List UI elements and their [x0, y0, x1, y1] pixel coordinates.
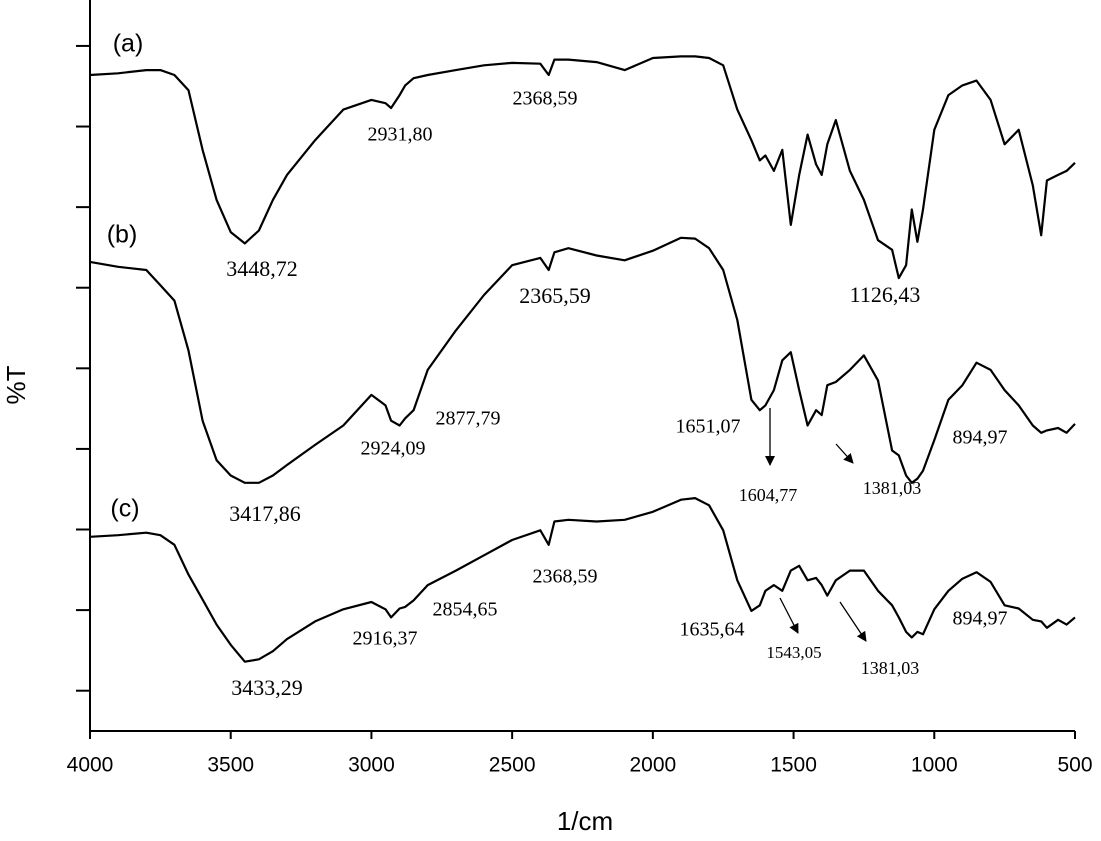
spectrum-line	[89, 55, 1076, 280]
spectrum-line	[89, 497, 1076, 663]
peak-annotation: 1604,77	[739, 485, 798, 505]
peak-annotation: 2931,80	[368, 124, 433, 146]
series-label: (a)	[113, 30, 144, 58]
series-label: (b)	[107, 221, 138, 249]
arrow	[779, 597, 799, 634]
x-tick-label: 1500	[770, 754, 817, 777]
peak-annotation: 1635,64	[680, 619, 745, 641]
peak-annotation: 1381,03	[863, 478, 922, 498]
peak-annotation: 2368,59	[513, 88, 578, 110]
peak-annotation: 3433,29	[231, 675, 303, 700]
peak-annotation: 2924,09	[361, 438, 426, 460]
x-tick-label: 4000	[67, 754, 114, 777]
arrow	[835, 443, 854, 464]
peak-annotation: 894,97	[953, 427, 1008, 449]
peak-annotation: 3417,86	[229, 501, 301, 526]
peak-annotation: 2916,37	[353, 628, 418, 650]
x-tick-label: 2000	[629, 754, 676, 777]
x-tick-label: 2500	[489, 754, 536, 777]
x-tick-label: 3000	[348, 754, 395, 777]
peak-annotation: 1126,43	[850, 282, 921, 307]
peak-annotation: 2854,65	[433, 599, 498, 621]
series-label: (c)	[110, 495, 139, 523]
peak-annotation: 894,97	[953, 608, 1008, 630]
peak-annotation: 2877,79	[436, 408, 501, 430]
peak-annotation: 1543,05	[766, 643, 821, 662]
peak-annotation: 1381,03	[861, 658, 920, 678]
peak-annotation: 2365,59	[519, 283, 591, 308]
peak-annotation: 3448,72	[226, 256, 298, 281]
y-axis-title: %T	[1, 365, 31, 404]
x-tick-label: 500	[1057, 754, 1092, 777]
peak-annotation: 2368,59	[533, 566, 598, 588]
peak-annotation: 1651,07	[676, 416, 741, 438]
spectrum-line	[89, 236, 1076, 484]
x-tick-label: 1000	[911, 754, 958, 777]
arrow	[839, 601, 867, 642]
x-tick-label: 3500	[207, 754, 254, 777]
x-axis-title: 1/cm	[557, 806, 613, 836]
